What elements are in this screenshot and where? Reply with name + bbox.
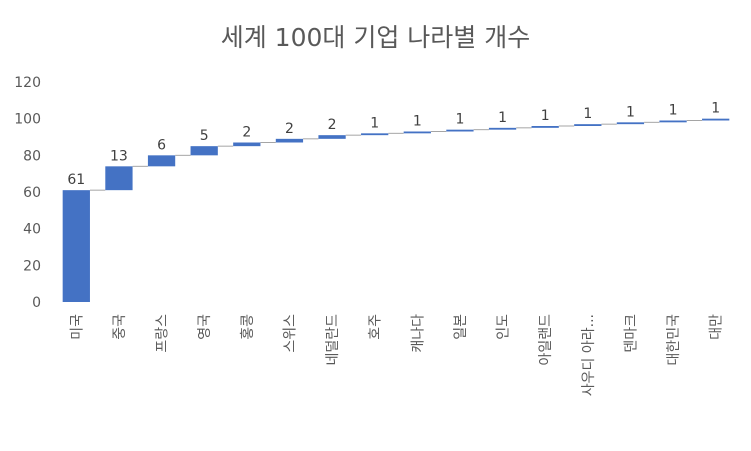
waterfall-bar bbox=[403, 131, 431, 134]
waterfall-bar bbox=[531, 126, 559, 128]
waterfall-bar bbox=[488, 127, 517, 130]
x-tick-label: 스위스 bbox=[282, 314, 298, 353]
data-label: 13 bbox=[110, 148, 128, 164]
data-label: 1 bbox=[583, 106, 592, 122]
data-label: 2 bbox=[328, 117, 337, 133]
waterfall-bar bbox=[361, 133, 389, 136]
y-tick-label: 100 bbox=[14, 112, 41, 128]
y-tick-label: 0 bbox=[32, 295, 41, 311]
y-tick-label: 80 bbox=[23, 148, 41, 164]
waterfall-bar bbox=[147, 155, 176, 167]
chart-title: 세계 100대 기업 나라별 개수 bbox=[220, 23, 531, 52]
x-tick-label: 프랑스 bbox=[155, 314, 171, 353]
x-tick-label: 중국 bbox=[112, 314, 128, 340]
x-tick-label: 일본 bbox=[453, 314, 469, 340]
x-tick-label: 영국 bbox=[197, 314, 213, 340]
y-tick-label: 120 bbox=[14, 75, 41, 91]
data-label: 6 bbox=[157, 137, 166, 153]
data-label: 61 bbox=[67, 172, 85, 188]
waterfall-bar bbox=[574, 124, 602, 126]
waterfall-bar bbox=[659, 120, 687, 123]
data-label: 1 bbox=[455, 112, 464, 128]
x-tick-label: 네덜란드 bbox=[325, 314, 341, 366]
x-tick-label: 캐나다 bbox=[410, 314, 426, 353]
data-label: 1 bbox=[370, 115, 379, 131]
waterfall-bar bbox=[318, 135, 346, 139]
x-tick-label: 대만 bbox=[709, 314, 725, 340]
x-tick-label: 덴마크 bbox=[623, 314, 639, 353]
data-label: 1 bbox=[669, 103, 678, 119]
x-tick-label: 대한민국 bbox=[666, 314, 682, 366]
data-label: 2 bbox=[242, 125, 251, 141]
waterfall-bar bbox=[105, 166, 133, 191]
waterfall-bar bbox=[62, 190, 90, 302]
data-label: 1 bbox=[711, 101, 720, 117]
data-label: 2 bbox=[285, 121, 294, 137]
data-label: 1 bbox=[626, 104, 635, 120]
waterfall-bar bbox=[702, 118, 730, 121]
data-label: 1 bbox=[498, 110, 507, 126]
data-label: 5 bbox=[200, 128, 209, 144]
waterfall-bar bbox=[233, 142, 261, 147]
x-tick-label: 아일랜드 bbox=[538, 314, 554, 366]
waterfall-bar bbox=[190, 146, 218, 156]
x-tick-label: 호주 bbox=[368, 314, 384, 340]
waterfall-bar bbox=[275, 138, 304, 143]
waterfall-bar bbox=[446, 129, 474, 132]
y-tick-label: 40 bbox=[23, 222, 41, 238]
x-tick-label: 미국 bbox=[69, 314, 85, 340]
data-label: 1 bbox=[413, 114, 422, 130]
y-tick-label: 20 bbox=[23, 258, 41, 274]
x-tick-label: 홍콩 bbox=[240, 314, 256, 340]
data-label: 1 bbox=[541, 108, 550, 124]
waterfall-bar bbox=[616, 122, 645, 125]
x-tick-label: 사우디 아라... bbox=[581, 314, 597, 396]
y-tick-label: 60 bbox=[23, 185, 41, 201]
x-tick-label: 인도 bbox=[496, 314, 512, 340]
